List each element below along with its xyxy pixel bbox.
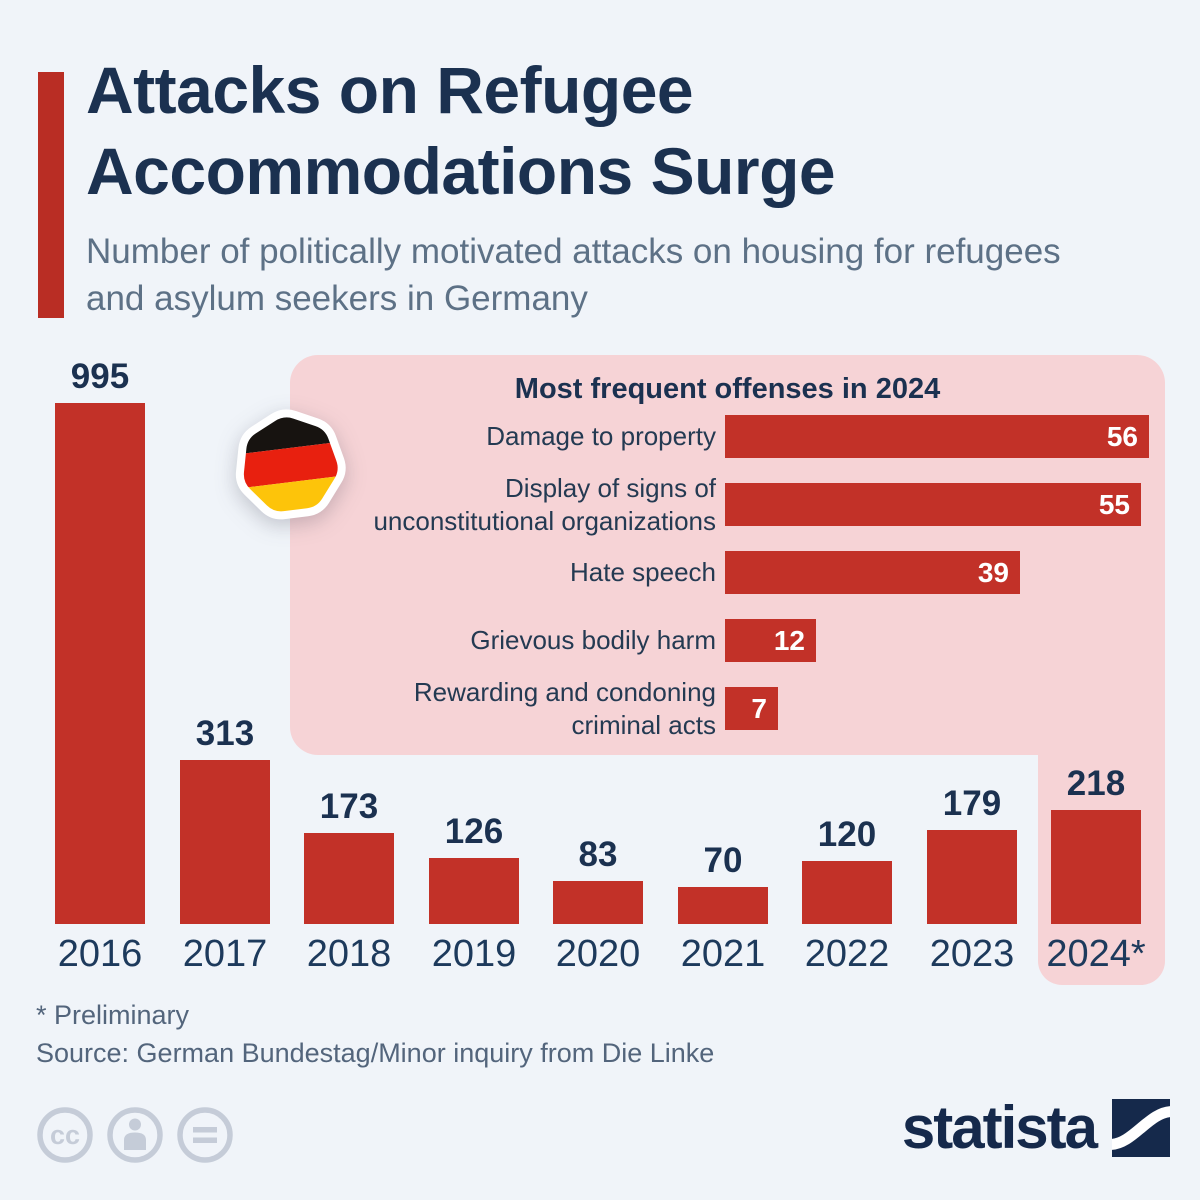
bar-2024* — [1051, 810, 1141, 924]
bar-2019 — [429, 858, 519, 924]
bar-value-2021: 70 — [703, 841, 743, 880]
bar-2017 — [180, 760, 270, 924]
axis-label-2023: 2023 — [929, 933, 1015, 975]
cc-license-icons: cc — [37, 1107, 233, 1163]
offense-label-0: Damage to property — [486, 421, 716, 452]
axis-label-2017: 2017 — [182, 933, 268, 975]
statista-logo-icon — [1112, 1099, 1170, 1157]
offense-label-3: Grievous bodily harm — [470, 625, 716, 656]
axis-label-2022: 2022 — [804, 933, 890, 975]
page-title: Attacks on Refugee Accommodations Surge — [86, 53, 836, 208]
bar-value-2023: 179 — [942, 784, 1002, 823]
offense-label-1: Display of signs of unconstitutional org… — [373, 473, 716, 536]
offense-bar-3: 12 — [725, 619, 816, 662]
offense-label-2: Hate speech — [570, 557, 716, 588]
cc-person-body — [124, 1132, 146, 1150]
flag-stripe-red — [237, 441, 343, 489]
source-line: Source: German Bundestag/Minor inquiry f… — [36, 1038, 715, 1068]
page-subtitle: Number of politically motivated attacks … — [86, 232, 1061, 318]
bar-value-2020: 83 — [578, 835, 618, 874]
bar-value-2018: 173 — [319, 787, 379, 826]
axis-label-2019: 2019 — [431, 933, 517, 975]
offense-bar-4: 7 — [725, 687, 778, 730]
statista-brand: statista — [902, 1098, 1170, 1158]
bar-2023 — [927, 830, 1017, 924]
bar-2022 — [802, 861, 892, 924]
bar-2018 — [304, 833, 394, 924]
statista-wordmark: statista — [901, 1094, 1098, 1161]
cc-letters: cc — [50, 1120, 80, 1150]
offenses-panel-title: Most frequent offenses in 2024 — [514, 373, 941, 405]
cc-by-person-icon — [107, 1107, 163, 1163]
axis-label-2021: 2021 — [680, 933, 766, 975]
cc-equals-top — [193, 1127, 217, 1133]
offense-bar-2: 39 — [725, 551, 1020, 594]
bar-value-2019: 126 — [444, 812, 504, 851]
bar-2021 — [678, 887, 768, 924]
bar-value-2016: 995 — [70, 357, 130, 396]
axis-label-2018: 2018 — [306, 933, 392, 975]
bar-2020 — [553, 881, 643, 924]
cc-equals-bottom — [193, 1137, 217, 1143]
bar-value-2024*: 218 — [1066, 764, 1126, 803]
bar-value-2017: 313 — [195, 714, 255, 753]
offense-label-4: Rewarding and condoning criminal acts — [413, 677, 716, 740]
title-accent-bar — [38, 72, 64, 318]
preliminary-note: * Preliminary — [36, 1000, 190, 1030]
axis-label-2016: 2016 — [57, 933, 143, 975]
offense-bar-0: 56 — [725, 415, 1149, 458]
axis-label-2020: 2020 — [555, 933, 641, 975]
axis-label-2024*: 2024* — [1046, 933, 1146, 975]
cc-person-head — [129, 1118, 141, 1131]
bar-2016 — [55, 403, 145, 924]
cc-nd-equals-icon — [177, 1107, 233, 1163]
bar-value-2022: 120 — [817, 815, 877, 854]
offense-bar-1: 55 — [725, 483, 1141, 526]
cc-icon — [37, 1107, 93, 1163]
german-flag-icon — [235, 409, 346, 520]
statista-logo-swoosh — [1112, 1106, 1170, 1150]
